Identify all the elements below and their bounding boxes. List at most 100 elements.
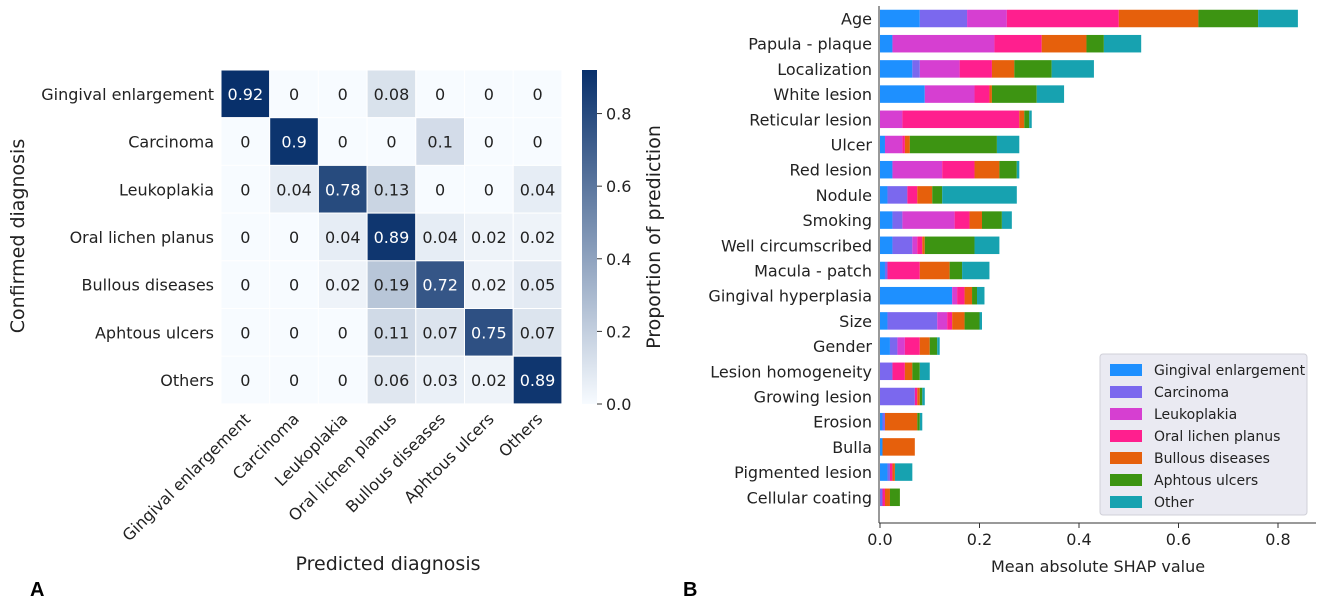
bar-segment — [952, 286, 958, 305]
heatmap-x-axis-title: Predicted diagnosis — [295, 553, 480, 575]
heatmap-cell — [269, 212, 319, 262]
feature-label: Gender — [813, 337, 872, 356]
heatmap-cell — [317, 164, 368, 214]
heatmap-cell-value: 0 — [484, 85, 494, 104]
heatmap-cell-value: 0.05 — [520, 276, 556, 295]
heatmap-cell — [317, 355, 368, 405]
heatmap-cell-value: 0 — [484, 133, 494, 152]
feature-label: Macula - patch — [754, 262, 872, 281]
colorbar-tick-label: 0.6 — [606, 177, 631, 196]
bar-segment — [919, 387, 923, 406]
confusion-matrix-panel: 0.92 0 0 0.08 0 0 0 0 0.9 0 0 0.1 0 0 0 0.04 0.78 0.13 0 0 0… — [7, 69, 665, 601]
bar-segment — [964, 312, 980, 330]
bar-segment — [947, 312, 953, 330]
bar-segment — [1016, 160, 1020, 179]
bar-segment — [967, 9, 1007, 28]
legend-items: Gingival enlargement Carcinoma Leukoplakia… — [1110, 363, 1306, 511]
heatmap-cell-value: 0.72 — [422, 276, 458, 295]
bar-segment — [880, 387, 915, 406]
bar-segment — [892, 362, 905, 381]
bar-segment — [887, 463, 890, 481]
bar-segment — [1051, 60, 1094, 78]
x-tick-label: 0.2 — [967, 530, 992, 549]
bar-segment — [904, 337, 920, 355]
heatmap-cell — [512, 117, 563, 166]
heatmap-cell-value: 0.04 — [325, 228, 361, 247]
heatmap-cell — [269, 69, 319, 119]
colorbar-tick-label: 0.8 — [606, 105, 631, 124]
heatmap-cell-value: 0 — [240, 323, 250, 342]
bar-segment — [1041, 34, 1087, 53]
heatmap-cell-value: 0 — [338, 323, 348, 342]
bar-segment — [974, 236, 1000, 255]
bar-segment — [919, 261, 950, 280]
heatmap-cell — [317, 117, 368, 166]
feature-label: Pigmented lesion — [734, 463, 872, 482]
legend-label: Gingival enlargement — [1154, 363, 1306, 379]
bar-segment — [991, 85, 1037, 103]
heatmap-cell — [415, 164, 465, 214]
bar-segment — [1036, 85, 1065, 103]
bar-segment — [917, 387, 920, 406]
heatmap-row-label: Gingival enlargement — [41, 85, 214, 104]
bar-segment — [889, 488, 900, 507]
bar-segment — [880, 60, 913, 78]
heatmap-cell — [220, 260, 271, 309]
bar-segment — [880, 312, 888, 330]
heatmap-column-labels: Gingival enlargementCarcinomaLeukoplakia… — [119, 409, 547, 545]
legend-label: Oral lichen planus — [1154, 429, 1280, 445]
heatmap-cell — [415, 355, 465, 405]
bar-segment — [912, 236, 918, 255]
bar-segment — [1024, 110, 1030, 129]
heatmap-cell-value: 0.13 — [374, 180, 410, 199]
x-tick-label: 0.0 — [867, 530, 892, 549]
bar-segment — [904, 135, 910, 154]
bar-segment — [949, 261, 963, 280]
bar-segment — [894, 463, 913, 481]
bar-segment — [887, 312, 938, 330]
heatmap-cell-value: 0.89 — [520, 371, 556, 390]
heatmap-y-axis-title: Confirmed diagnosis — [7, 139, 29, 333]
bar-segment — [892, 236, 913, 255]
heatmap-column-label: Others — [495, 409, 546, 460]
bar-segment — [889, 463, 893, 481]
bar-segment — [919, 9, 968, 28]
bar-segment — [880, 85, 925, 103]
bar-segment — [880, 412, 883, 431]
heatmap-cell — [220, 355, 271, 405]
heatmap-cell-value: 0 — [240, 228, 250, 247]
legend-label: Aphtous ulcers — [1154, 473, 1258, 489]
colorbar-tick-label: 0.2 — [606, 322, 631, 341]
bar-segment — [919, 412, 923, 431]
bar-segment — [887, 261, 920, 280]
heatmap-cell-value: 0.08 — [374, 85, 410, 104]
feature-label: Bulla — [832, 438, 872, 457]
heatmap-cell-value: 0.02 — [325, 276, 361, 295]
feature-label: Papula - plaque — [748, 35, 872, 54]
bar-segment — [882, 488, 885, 507]
bar-segment — [981, 211, 1002, 229]
bar-segment — [902, 211, 955, 229]
bar-segment — [902, 135, 905, 154]
bar-segment — [882, 412, 885, 431]
bar-segment — [880, 438, 883, 456]
bar-segment — [924, 236, 975, 255]
heatmap-cell-value: 0 — [289, 228, 299, 247]
heatmap-cell — [317, 69, 368, 119]
bar-segment — [1029, 110, 1032, 129]
heatmap-cell-value: 0.04 — [276, 180, 312, 199]
bar-segment — [912, 60, 920, 78]
bar-segment — [889, 337, 898, 355]
bar-segment — [1103, 34, 1142, 53]
bar-segment — [989, 85, 992, 103]
bar-segment — [917, 236, 923, 255]
legend-swatch — [1110, 496, 1142, 508]
colorbar-title: Proportion of prediction — [643, 125, 665, 349]
legend-label: Leukoplakia — [1154, 407, 1237, 423]
bar-segment — [1001, 211, 1012, 229]
heatmap-cell — [464, 355, 514, 405]
heatmap-cell-value: 0 — [240, 371, 250, 390]
heatmap-row-label: Carcinoma — [128, 133, 214, 152]
bar-segment — [892, 463, 895, 481]
shap-bar-panel: Age Papula - plaque Localization White lesi… — [683, 6, 1316, 601]
